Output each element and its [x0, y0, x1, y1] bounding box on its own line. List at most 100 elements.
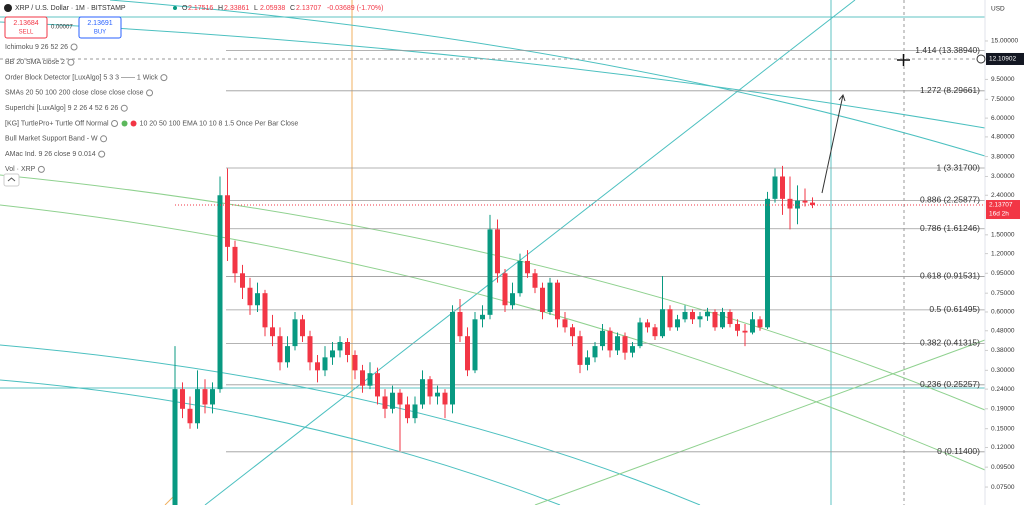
ohlc: O 2.17516 H 2.33861 L 2.05938 C 2.13707: [182, 5, 321, 12]
indicator-name: [KG] TurtlePro+ Turtle Off Normal: [5, 120, 109, 127]
candle-body: [780, 176, 785, 199]
y-tick-label: 0.60000: [991, 309, 1015, 316]
candle-body: [682, 311, 688, 320]
ohlc-value: 2.17516: [188, 5, 213, 12]
buy-button[interactable]: [78, 16, 122, 39]
ohlc-value: 2.05938: [260, 5, 285, 12]
crosshair-label: 12.10902: [989, 56, 1016, 63]
indicator-name: Vol · XRP: [5, 166, 36, 173]
y-tick-label: 0.30000: [991, 367, 1015, 374]
candle-body: [510, 293, 515, 306]
sell-button[interactable]: [4, 16, 48, 39]
ohlc-label: H: [218, 5, 223, 12]
y-tick-label: 0.24000: [991, 386, 1015, 393]
buy-label: BUY: [94, 30, 106, 36]
candle-body: [667, 309, 673, 328]
candle-body: [315, 362, 320, 371]
candle-body: [352, 354, 358, 371]
fib-label: 0.236 (0.25257): [920, 379, 980, 389]
y-tick-label: 0.38000: [991, 347, 1015, 354]
color-dot: [130, 120, 137, 127]
crosshair-cursor: [897, 54, 910, 66]
candle-body: [480, 314, 485, 320]
candle-body: [330, 350, 335, 358]
sell-price: 2.13684: [13, 20, 38, 27]
y-tick-label: 4.80000: [991, 134, 1015, 141]
y-tick-label: 0.15000: [991, 425, 1015, 432]
y-tick-label: 9.50000: [991, 76, 1015, 83]
collapse-button[interactable]: [3, 173, 20, 187]
candle-body: [757, 319, 763, 328]
candle-body: [450, 311, 455, 405]
candle-body: [720, 311, 725, 328]
candle-body: [772, 176, 778, 199]
candle-body: [472, 319, 478, 371]
arrow: [821, 93, 846, 194]
y-axis: 15.00000 9.50000 7.50000 6.00000 4.80000 3.80…: [985, 38, 1018, 491]
eye-icon: [160, 74, 168, 82]
indicator-name: Order Block Detector [LuxAlgo] 5 3 3 —— …: [5, 74, 158, 81]
candles: [172, 165, 815, 505]
candle-body: [442, 392, 448, 405]
candle-body: [585, 357, 590, 365]
fib-label: 0.5 (0.61495): [929, 304, 980, 314]
collapse-icon: [7, 177, 16, 182]
price-axis: [985, 0, 1024, 505]
indicator-extra: 10 20 50 100 EMA 10 10 8 1.5 Once Per Ba…: [140, 120, 299, 127]
candle-body: [180, 389, 185, 409]
candle-body: [270, 327, 275, 337]
drawings: [0, 0, 986, 505]
candle-body: [412, 404, 418, 419]
candle-body: [262, 293, 268, 328]
ohlc-label: O: [182, 5, 188, 12]
candle-body: [240, 273, 245, 288]
ohlc-value: 2.33861: [224, 5, 249, 12]
candle-body: [660, 309, 665, 337]
y-tick-label: 0.09500: [991, 464, 1015, 471]
candle-body: [802, 200, 808, 203]
currency: USD: [991, 6, 1005, 13]
trend-line: [534, 339, 986, 505]
y-tick-label: 6.00000: [991, 115, 1015, 122]
symbol: XRP / U.S. Dollar · 1M · BITSTAMP: [15, 5, 126, 12]
eye-icon: [67, 58, 75, 66]
symbol-icon: [4, 4, 12, 12]
y-tick-label: 3.80000: [991, 153, 1015, 160]
candle-body: [712, 311, 718, 328]
candle-body: [210, 389, 215, 405]
y-tick-label: 1.50000: [991, 232, 1015, 239]
candle-body: [225, 195, 230, 247]
candle-body: [345, 342, 350, 355]
spread: 0.00007: [51, 25, 73, 31]
fib-label: 0.786 (1.61246): [920, 223, 980, 233]
fib-label: 0.618 (0.91531): [920, 271, 980, 281]
indicator-name: SMAs 20 50 100 200 close close close clo…: [5, 90, 144, 97]
arc-line: [0, 344, 701, 505]
buy-price: 2.13691: [87, 20, 112, 27]
y-tick-label: 7.50000: [991, 96, 1015, 103]
candle-body: [750, 319, 755, 333]
candle-body: [787, 198, 793, 209]
candle-body: [202, 389, 208, 405]
fib-label: 0.886 (2.25877): [920, 195, 980, 205]
candle-body: [390, 392, 395, 409]
candle-body: [735, 324, 740, 331]
candle-body: [427, 379, 433, 397]
candle-body: [742, 330, 748, 333]
eye-icon: [100, 135, 108, 143]
candle-body: [562, 319, 568, 328]
arc-line: [109, 0, 986, 157]
candle-body: [705, 311, 710, 317]
candle-body: [247, 287, 253, 306]
fib-label: 0 (0.11400): [937, 446, 980, 456]
arc-line: [0, 204, 986, 471]
candle-body: [697, 316, 703, 320]
add-alert[interactable]: [976, 54, 986, 64]
candle-body: [375, 373, 380, 397]
candle-body: [292, 319, 298, 347]
fib-label: 0.382 (0.41315): [920, 338, 980, 348]
candle-body: [307, 336, 313, 363]
ohlc-label: C: [290, 5, 295, 12]
